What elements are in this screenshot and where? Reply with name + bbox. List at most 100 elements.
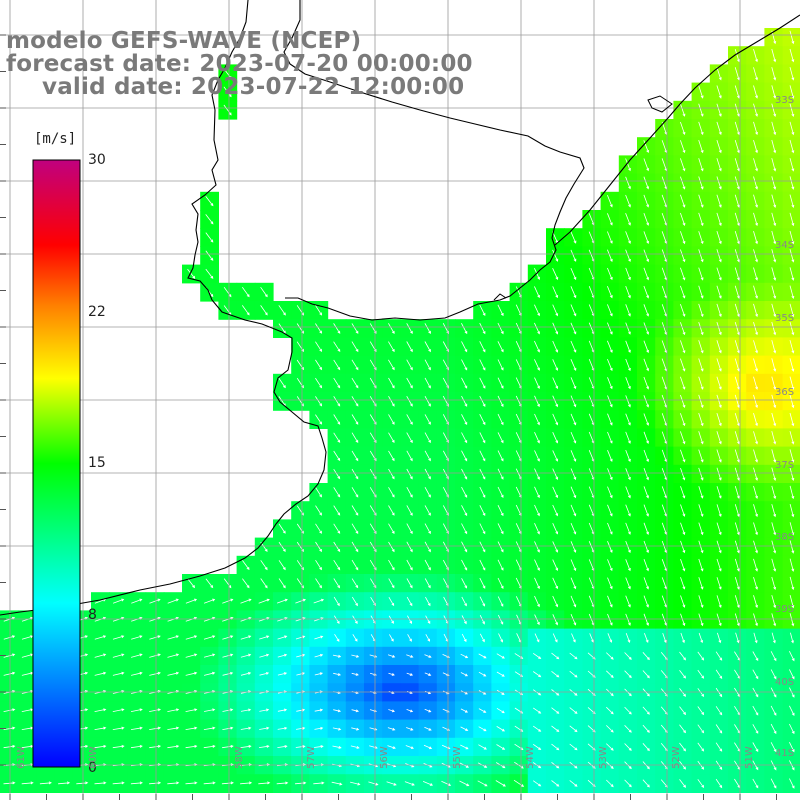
- wind-arrow: [680, 194, 686, 208]
- wind-arrow: [479, 395, 486, 407]
- wind-arrow: [314, 672, 324, 676]
- wind-arrow: [112, 635, 125, 640]
- wind-arrow: [534, 340, 540, 353]
- wind-arrow: [789, 595, 795, 609]
- wind-arrow: [716, 340, 722, 354]
- wind-arrow: [789, 723, 795, 735]
- wind-arrow: [479, 559, 486, 571]
- wind-arrow: [642, 779, 650, 788]
- wind-arrow: [461, 486, 468, 498]
- wind-arrow: [642, 724, 650, 733]
- lat-label-38s: 38S: [775, 532, 795, 543]
- wind-arrow: [112, 598, 125, 604]
- wind-arrow: [333, 523, 341, 534]
- wind-arrow: [716, 412, 722, 427]
- wind-arrow: [332, 745, 342, 749]
- wind-arrow: [406, 377, 413, 389]
- wind-cell: [782, 683, 800, 702]
- wind-arrow: [479, 359, 486, 371]
- wind-arrow: [716, 194, 722, 208]
- wind-cell: [782, 210, 800, 229]
- wind-arrow: [461, 377, 468, 389]
- wind-arrow: [771, 558, 777, 572]
- wind-arrow: [789, 267, 795, 281]
- wind-arrow: [406, 359, 413, 371]
- wind-cell: [782, 610, 800, 630]
- wind-arrow: [716, 504, 722, 517]
- wind-arrow: [240, 781, 253, 785]
- wind-arrow: [607, 286, 613, 299]
- wind-arrow: [296, 653, 306, 658]
- wind-arrow: [479, 432, 486, 444]
- wind-arrow: [333, 341, 341, 352]
- wind-arrow: [240, 744, 252, 748]
- wind-arrow: [680, 303, 686, 317]
- wind-arrow: [277, 672, 288, 676]
- wind-arrow: [406, 709, 414, 713]
- wind-arrow: [461, 341, 468, 353]
- wind-arrow: [497, 577, 504, 589]
- wind-arrow: [461, 359, 468, 371]
- wind-arrow: [222, 653, 234, 658]
- wind-arrow: [607, 304, 613, 317]
- wind-arrow: [789, 103, 795, 118]
- wind-arrow: [240, 598, 252, 604]
- wind-arrow: [552, 268, 559, 280]
- wind-arrow: [770, 669, 777, 680]
- colorbar-unit: [m/s]: [34, 131, 77, 147]
- wind-arrow: [643, 304, 649, 317]
- wind-arrow: [789, 212, 795, 227]
- wind-arrow: [496, 653, 505, 659]
- wind-arrow: [753, 576, 758, 590]
- wind-arrow: [716, 394, 722, 409]
- wind-arrow: [734, 48, 740, 63]
- wind-arrow: [185, 726, 198, 730]
- wind-arrow: [149, 671, 161, 676]
- wind-arrow: [716, 595, 722, 608]
- wind-arrow: [424, 523, 431, 535]
- wind-arrow: [734, 540, 740, 554]
- wind-arrow: [752, 705, 759, 716]
- wind-arrow: [313, 781, 325, 785]
- wind-arrow: [734, 340, 740, 354]
- wind-arrow: [333, 596, 340, 607]
- wind-arrow: [698, 267, 704, 281]
- wind-arrow: [406, 541, 413, 553]
- wind-arrow: [753, 558, 758, 572]
- wind-arrow: [771, 431, 777, 445]
- wind-arrow: [203, 744, 216, 749]
- wind-arrow: [771, 449, 777, 463]
- wind-arrow: [570, 595, 577, 608]
- wind-arrow: [789, 194, 795, 209]
- wind-arrow: [734, 449, 740, 463]
- wind-arrow: [479, 486, 486, 498]
- wind-arrow: [478, 744, 487, 750]
- wind-arrow: [698, 632, 704, 644]
- wind-arrow: [752, 651, 759, 662]
- wind-arrow: [698, 103, 704, 117]
- wind-arrow: [734, 139, 740, 154]
- wind-arrow: [149, 653, 161, 658]
- wind-arrow: [333, 559, 341, 571]
- wind-arrow: [753, 212, 758, 227]
- wind-arrow: [789, 540, 795, 554]
- wind-arrow: [94, 726, 107, 730]
- wind-arrow: [551, 725, 560, 733]
- wind-arrow: [752, 778, 759, 789]
- wind-arrow: [388, 323, 395, 335]
- wind-arrow: [552, 595, 559, 608]
- wind-arrow: [680, 158, 686, 172]
- wind-arrow: [94, 708, 107, 712]
- wind-arrow: [388, 432, 395, 444]
- wind-arrow: [625, 377, 631, 390]
- wind-arrow: [441, 780, 452, 786]
- lat-label-41s: 41S: [775, 748, 795, 759]
- wind-arrow: [753, 85, 758, 99]
- wind-arrow: [734, 613, 740, 627]
- wind-arrow: [167, 635, 179, 640]
- wind-arrow: [460, 726, 469, 731]
- wind-arrow: [203, 635, 216, 640]
- wind-arrow: [185, 671, 198, 676]
- wind-arrow: [424, 359, 431, 371]
- wind-arrow: [479, 322, 486, 335]
